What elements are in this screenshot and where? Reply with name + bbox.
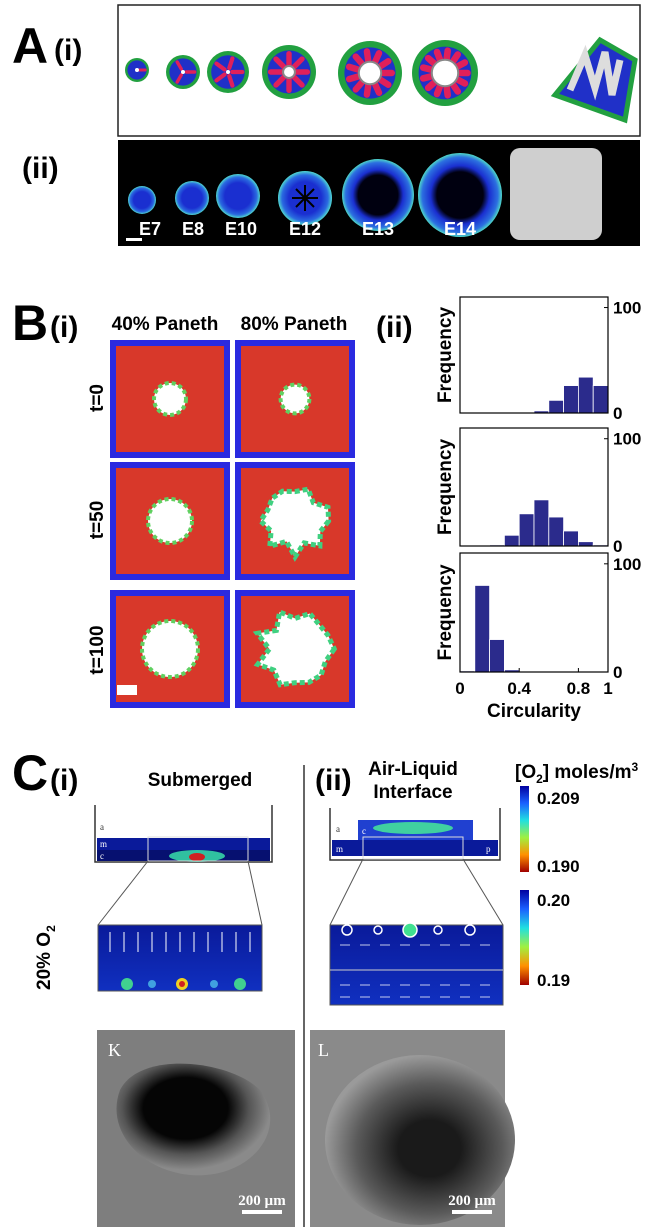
stage-label: E10 bbox=[225, 219, 257, 239]
sub-label: (ii) bbox=[22, 152, 59, 185]
bar bbox=[519, 514, 534, 546]
colorbar-label: 0.19 bbox=[537, 971, 570, 990]
submerged-diagram bbox=[95, 805, 272, 991]
y-tick-label: 0 bbox=[613, 404, 622, 423]
lumen bbox=[283, 66, 295, 78]
bar bbox=[490, 640, 505, 672]
stage-label: E12 bbox=[289, 219, 321, 239]
layer-label: a bbox=[336, 824, 340, 834]
layer-label: c bbox=[100, 851, 104, 861]
text: [O bbox=[515, 762, 536, 783]
layer-label: c bbox=[362, 826, 366, 836]
image-label: K bbox=[108, 1040, 121, 1060]
colorbar-label: 0.20 bbox=[537, 891, 570, 910]
lumen bbox=[135, 68, 139, 72]
bar bbox=[549, 517, 564, 546]
panel-label: A bbox=[12, 18, 48, 74]
scale-bar bbox=[117, 685, 137, 695]
lumen bbox=[181, 70, 185, 74]
scale-bar bbox=[242, 1210, 282, 1214]
bar bbox=[578, 377, 593, 413]
villus bbox=[229, 76, 232, 86]
y-axis-label: Frequency bbox=[435, 564, 456, 661]
x-tick-label: 0.4 bbox=[507, 679, 531, 698]
y-tick-label: 100 bbox=[613, 555, 641, 574]
y-tick-label: 0 bbox=[613, 663, 622, 682]
colorbar-label: 0.190 bbox=[537, 857, 580, 876]
figure: A (i) (ii) E7 E8 E10 E12 E13 E14 B (i) (ii) 4… bbox=[0, 0, 649, 1227]
scale-text: 200 µm bbox=[238, 1193, 286, 1209]
y-tick-label: 100 bbox=[613, 299, 641, 318]
bar bbox=[578, 542, 593, 546]
text: 20% O bbox=[34, 932, 55, 990]
stage-label: E7 bbox=[139, 219, 161, 239]
condition-title: Interface bbox=[373, 782, 452, 803]
bar bbox=[549, 400, 564, 413]
colorbar bbox=[520, 890, 529, 985]
lumen bbox=[154, 383, 186, 415]
layer-label: p bbox=[486, 844, 491, 854]
villus bbox=[229, 58, 232, 68]
column-header: 80% Paneth bbox=[241, 314, 348, 335]
scale-bar bbox=[452, 1210, 492, 1214]
condition-title: Air-Liquid bbox=[368, 759, 458, 780]
bar bbox=[475, 585, 490, 672]
lumen bbox=[432, 60, 458, 86]
bar bbox=[534, 500, 549, 546]
row-label: t=100 bbox=[87, 625, 108, 674]
text: 3 bbox=[632, 760, 639, 774]
text: ] moles/m bbox=[543, 762, 632, 783]
panel-label: B bbox=[12, 295, 48, 351]
x-tick-label: 0.8 bbox=[567, 679, 591, 698]
colorbar-label: 0.209 bbox=[537, 789, 580, 808]
layer-label: a bbox=[100, 822, 104, 832]
panel-label: C bbox=[12, 745, 48, 801]
bar bbox=[504, 535, 519, 546]
colorbar bbox=[520, 786, 529, 872]
column-header: 40% Paneth bbox=[112, 314, 219, 335]
organoid bbox=[216, 174, 260, 218]
x-axis-label: Circularity bbox=[487, 701, 581, 722]
y-tick-label: 100 bbox=[613, 430, 641, 449]
row-label: t=0 bbox=[87, 384, 108, 412]
y-axis-label: Frequency bbox=[435, 307, 456, 404]
sub-label: (ii) bbox=[315, 764, 352, 797]
condition-title: Submerged bbox=[148, 770, 253, 791]
organoid bbox=[175, 181, 209, 215]
stage-label: E14 bbox=[444, 219, 476, 239]
stage-label: E13 bbox=[362, 219, 394, 239]
oxygen-label: [O2] moles/m3 bbox=[515, 760, 639, 786]
y-axis-label: Frequency bbox=[435, 439, 456, 536]
layer-label: m bbox=[336, 844, 343, 854]
side-label: 20% O2 bbox=[34, 925, 58, 990]
scale-text: 200 µm bbox=[448, 1193, 496, 1209]
sub-label: (i) bbox=[50, 764, 78, 797]
text: 2 bbox=[44, 925, 58, 932]
lumen bbox=[281, 385, 310, 414]
bar bbox=[564, 386, 579, 413]
ali-diagram bbox=[330, 808, 503, 1005]
sub-label: (i) bbox=[54, 34, 82, 67]
lumen bbox=[148, 499, 192, 543]
lumen bbox=[226, 70, 230, 74]
layer-label: m bbox=[100, 839, 107, 849]
sub-label: (i) bbox=[50, 311, 78, 344]
row-label: t=50 bbox=[87, 501, 108, 540]
simulations bbox=[110, 340, 355, 708]
organoid bbox=[128, 186, 156, 214]
sub-label: (ii) bbox=[376, 311, 413, 344]
bar bbox=[593, 386, 608, 413]
x-tick-label: 0 bbox=[455, 679, 464, 698]
x-tick-label: 1 bbox=[603, 679, 612, 698]
bar bbox=[564, 531, 579, 546]
stage-label: E8 bbox=[182, 219, 204, 239]
image-label: L bbox=[318, 1040, 329, 1060]
y-tick-label: 0 bbox=[613, 537, 622, 556]
lumen bbox=[359, 62, 381, 84]
lumen bbox=[142, 621, 198, 677]
tissue-photo bbox=[510, 148, 602, 240]
